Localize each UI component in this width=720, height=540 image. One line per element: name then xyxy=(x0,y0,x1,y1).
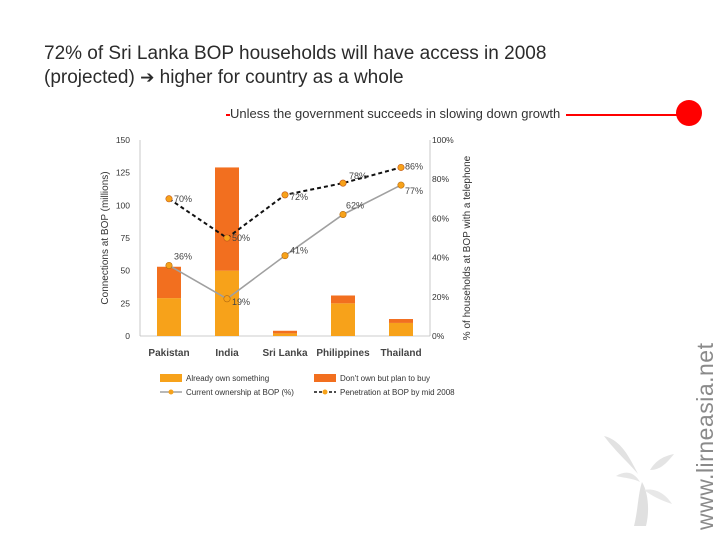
x-tick-label: Sri Lanka xyxy=(262,348,307,359)
legend-swatch xyxy=(314,374,336,382)
title-line-2-end: higher for country as a whole xyxy=(159,67,404,88)
bar-already-own xyxy=(157,298,181,336)
current-ownership-line-point xyxy=(165,261,173,269)
lirneasia-logo-icon xyxy=(604,436,674,526)
bar-plan-to-buy xyxy=(273,330,297,334)
x-tick-label: Philippines xyxy=(316,348,370,359)
legend-label: Don't own but plan to buy xyxy=(340,374,430,383)
y-tick-label: 25 xyxy=(121,298,131,308)
penetration-line-point xyxy=(339,179,347,187)
x-tick-label: Thailand xyxy=(380,348,421,359)
current-ownership-line-label: 36% xyxy=(174,251,192,261)
bar-already-own xyxy=(389,322,413,336)
legend-label: Already own something xyxy=(186,374,269,383)
y-tick-label: 125 xyxy=(116,168,130,178)
legend-swatch xyxy=(160,374,182,382)
bar-already-own xyxy=(215,270,239,336)
bar-plan-to-buy xyxy=(389,319,413,323)
bar-plan-to-buy xyxy=(157,266,181,299)
title-line-1: 72% of Sri Lanka BOP households will hav… xyxy=(44,43,547,64)
penetration-line-point xyxy=(223,234,231,242)
y2-tick-label: 40% xyxy=(432,253,449,263)
current-ownership-line xyxy=(168,184,402,300)
y-tick-label: 50 xyxy=(121,266,131,276)
legend-marker xyxy=(168,389,174,395)
bar-already-own xyxy=(331,303,355,336)
title-line-2-start: (projected) xyxy=(44,67,135,88)
y-tick-label: 75 xyxy=(121,233,131,243)
current-ownership-line-label: 41% xyxy=(290,246,308,256)
watermark-url: www.lirneasia.net xyxy=(692,342,718,530)
y-axis-title: Connections at BOP (millions) xyxy=(100,171,111,304)
bar-plan-to-buy xyxy=(331,295,355,304)
y2-tick-label: 0% xyxy=(432,331,445,341)
current-ownership-line-point xyxy=(397,181,405,189)
legend-label: Penetration at BOP by mid 2008 xyxy=(340,388,455,397)
bar-plan-to-buy xyxy=(215,167,239,271)
arrow-right-icon: ➔ xyxy=(140,68,155,88)
legend-label: Current ownership at BOP (%) xyxy=(186,388,294,397)
current-ownership-line-label: 62% xyxy=(346,200,364,210)
bar-already-own xyxy=(273,333,297,336)
current-ownership-line-label: 77% xyxy=(405,186,423,196)
chart-subtitle: Unless the government succeeds in slowin… xyxy=(230,106,567,121)
y2-tick-label: 20% xyxy=(432,292,449,302)
current-ownership-line-point xyxy=(339,210,347,218)
y-tick-label: 100 xyxy=(116,200,130,210)
y-tick-label: 150 xyxy=(116,135,130,145)
x-tick-label: India xyxy=(215,348,239,359)
y2-axis-title: % of households at BOP with a telephone xyxy=(462,155,473,340)
penetration-line-label: 72% xyxy=(290,192,308,202)
y2-tick-label: 100% xyxy=(432,135,454,145)
penetration-line-label: 78% xyxy=(349,171,367,181)
y-tick-label: 0 xyxy=(125,331,130,341)
penetration-line-point xyxy=(397,163,405,171)
current-ownership-line-label: 19% xyxy=(232,297,250,307)
penetration-line-label: 50% xyxy=(232,233,250,243)
y2-tick-label: 80% xyxy=(432,174,449,184)
accent-dot xyxy=(676,100,702,126)
penetration-line-point xyxy=(281,191,289,199)
y2-tick-label: 60% xyxy=(432,213,449,223)
penetration-line-label: 70% xyxy=(174,194,192,204)
x-tick-label: Pakistan xyxy=(148,348,189,359)
slide-title: 72% of Sri Lanka BOP households will hav… xyxy=(44,42,664,90)
current-ownership-line-point xyxy=(223,295,231,303)
title-line-2: (projected) ➔ higher for country as a wh… xyxy=(44,66,664,90)
penetration-line-point xyxy=(165,195,173,203)
legend-marker xyxy=(322,389,328,395)
penetration-line-label: 86% xyxy=(405,161,423,171)
current-ownership-line-point xyxy=(281,252,289,260)
